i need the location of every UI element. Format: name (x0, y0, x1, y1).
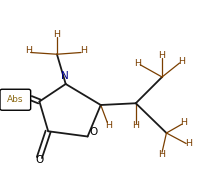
Text: O: O (35, 155, 44, 165)
Text: H: H (25, 46, 32, 55)
Text: H: H (159, 150, 166, 159)
Text: H: H (80, 46, 87, 55)
Text: H: H (53, 30, 60, 39)
Text: O: O (89, 127, 97, 137)
Text: H: H (159, 51, 166, 60)
Text: Abs: Abs (7, 95, 24, 104)
Text: H: H (105, 121, 112, 130)
FancyBboxPatch shape (0, 89, 31, 110)
Text: H: H (185, 139, 192, 148)
Text: N: N (61, 71, 69, 81)
Text: H: H (180, 118, 187, 127)
Text: H: H (178, 57, 185, 66)
Text: H: H (132, 121, 139, 130)
Text: H: H (134, 58, 141, 68)
